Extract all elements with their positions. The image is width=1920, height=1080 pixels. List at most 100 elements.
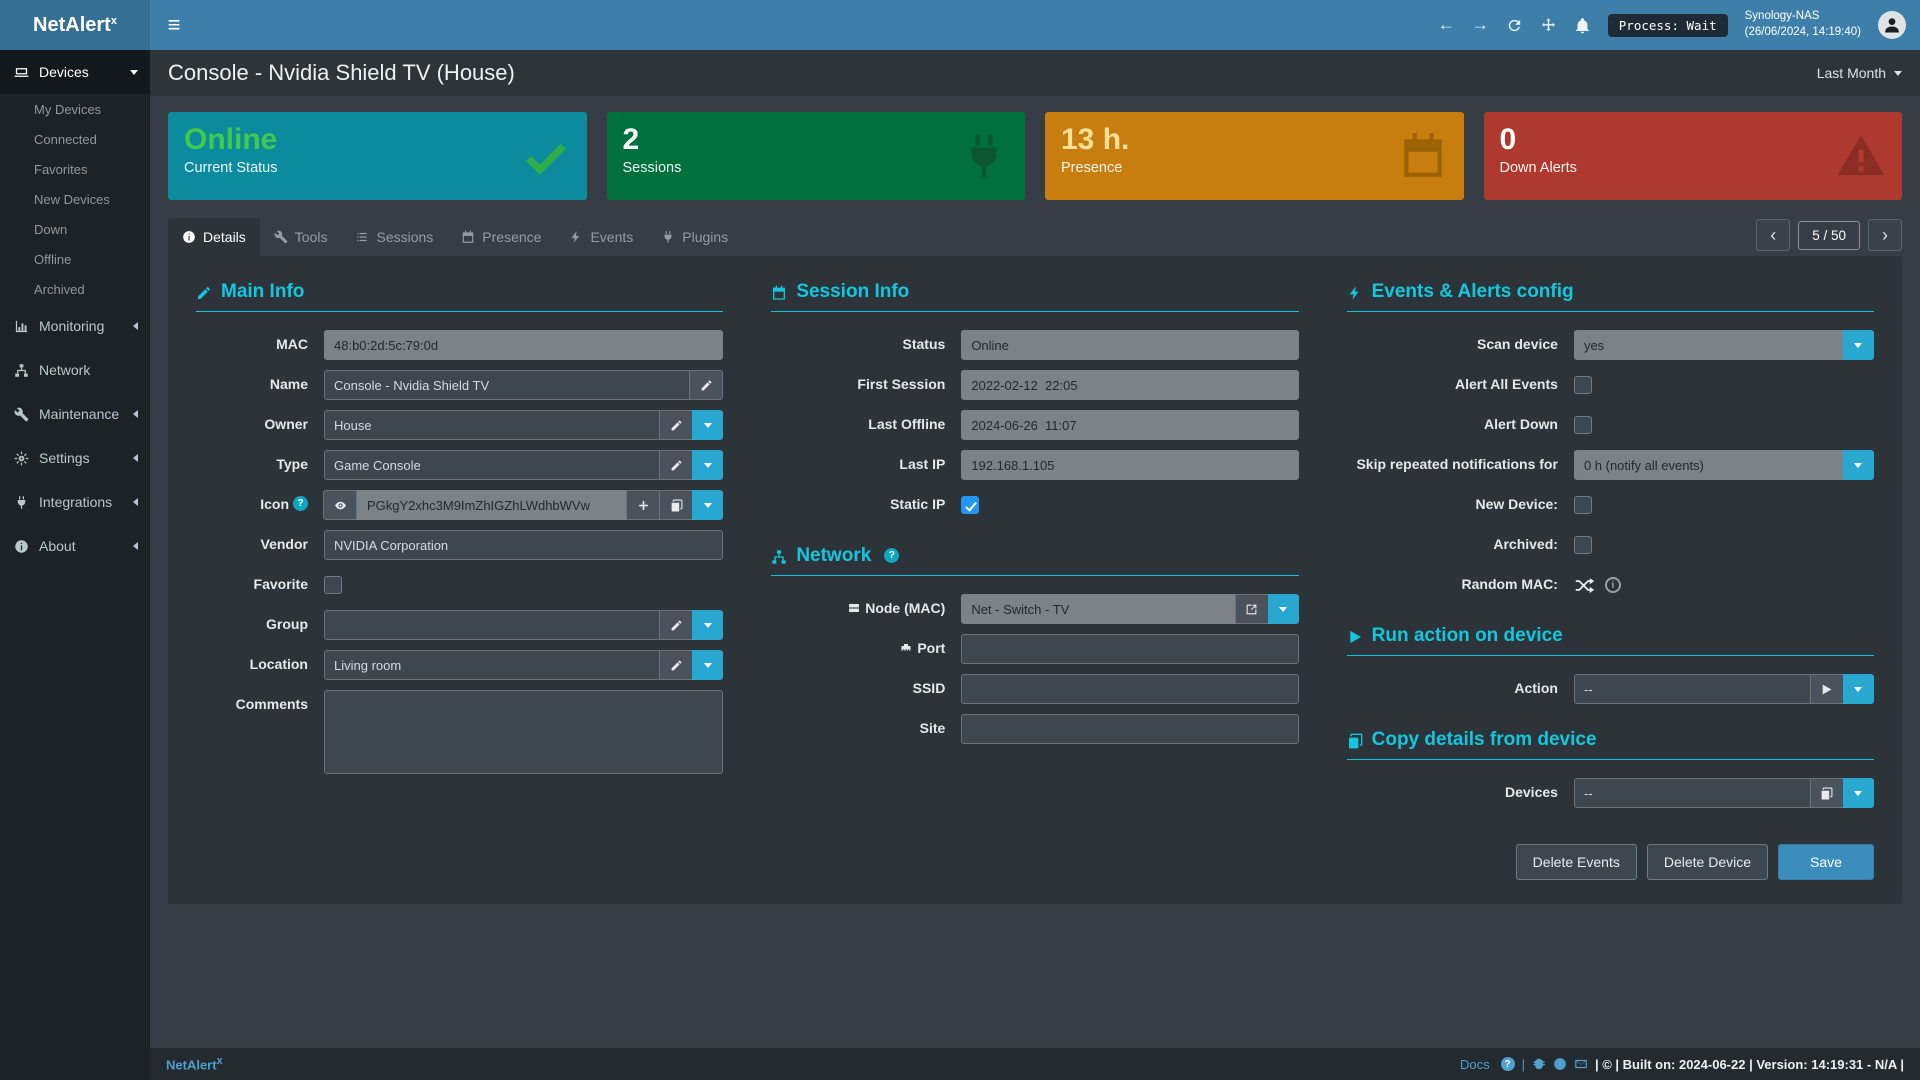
tab-tools[interactable]: Tools	[260, 218, 342, 256]
edit-name-button[interactable]	[689, 370, 724, 400]
node-mac-field[interactable]	[961, 594, 1236, 624]
edit-location-button[interactable]	[659, 650, 694, 680]
ssid-field[interactable]	[961, 674, 1299, 704]
node-dropdown-button[interactable]	[1267, 594, 1299, 624]
period-selector[interactable]: Last Month	[1817, 65, 1902, 81]
move-icon[interactable]	[1540, 17, 1557, 34]
sidebar-item-connected[interactable]: Connected	[0, 124, 150, 154]
icon-code-field[interactable]	[357, 490, 628, 520]
section-title: Run action on device	[1371, 625, 1563, 646]
delete-events-button[interactable]: Delete Events	[1515, 844, 1637, 880]
back-icon[interactable]: ←	[1437, 15, 1455, 34]
icon-dropdown-button[interactable]	[692, 490, 724, 520]
scan-device-dropdown-button[interactable]	[1842, 330, 1874, 360]
open-node-button[interactable]	[1234, 594, 1269, 624]
sidebar-item-network[interactable]: Network	[0, 348, 150, 392]
skip-notifications-field[interactable]	[1573, 450, 1844, 480]
question-icon[interactable]: ?	[1500, 1057, 1515, 1071]
site-label: Site	[919, 720, 946, 737]
comments-field[interactable]	[324, 690, 724, 774]
scan-device-field[interactable]	[1573, 330, 1844, 360]
mac-field	[324, 330, 724, 360]
field-row-last-ip: Last IP	[771, 450, 1299, 480]
field-row-vendor: Vendor	[196, 530, 724, 560]
alert-all-label: Alert All Events	[1454, 376, 1558, 393]
sidebar-item-new-devices[interactable]: New Devices	[0, 184, 150, 214]
vendor-field[interactable]	[324, 530, 724, 560]
alert-down-checkbox[interactable]	[1573, 416, 1592, 434]
sidebar-item-devices[interactable]: Devices	[0, 50, 150, 94]
sidebar-item-down[interactable]: Down	[0, 214, 150, 244]
sidebar-item-integrations[interactable]: Integrations	[0, 480, 150, 524]
sidebar-item-maintenance[interactable]: Maintenance	[0, 392, 150, 436]
bolt-icon	[1347, 285, 1363, 301]
sidebar-item-about[interactable]: About	[0, 524, 150, 568]
copy-icon-button[interactable]	[659, 490, 694, 520]
app-logo[interactable]: NetAlert x	[0, 0, 150, 50]
footer-brand[interactable]: NetAlertx	[166, 1055, 223, 1072]
port-field[interactable]	[961, 634, 1299, 664]
add-icon-button[interactable]	[626, 490, 661, 520]
type-field[interactable]	[324, 450, 661, 480]
tab-details[interactable]: Details	[168, 218, 260, 256]
sidebar-item-archived[interactable]: Archived	[0, 274, 150, 304]
run-action-button[interactable]	[1809, 674, 1844, 704]
tab-sessions[interactable]: Sessions	[341, 218, 447, 256]
edit-group-button[interactable]	[659, 610, 694, 640]
bug-icon[interactable]	[1532, 1057, 1546, 1071]
action-field[interactable]	[1573, 674, 1811, 704]
hamburger-menu-icon[interactable]: ≡	[150, 0, 198, 50]
favorite-checkbox[interactable]	[324, 576, 342, 594]
skip-notifications-dropdown-button[interactable]	[1842, 450, 1874, 480]
sidebar-item-settings[interactable]: Settings	[0, 436, 150, 480]
group-field[interactable]	[324, 610, 661, 640]
tab-plugins[interactable]: Plugins	[647, 218, 742, 256]
copy-devices-field[interactable]	[1573, 778, 1811, 808]
pager-next-button[interactable]: ›	[1868, 219, 1902, 251]
card-value: 2	[622, 123, 640, 156]
owner-field[interactable]	[324, 410, 661, 440]
sidebar-item-my-devices[interactable]: My Devices	[0, 94, 150, 124]
copy-from-device-button[interactable]	[1809, 778, 1844, 808]
bell-icon[interactable]	[1574, 17, 1591, 34]
save-button[interactable]: Save	[1778, 844, 1874, 880]
site-field[interactable]	[961, 714, 1299, 744]
forward-icon[interactable]: →	[1471, 15, 1489, 34]
edit-owner-button[interactable]	[659, 410, 694, 440]
footer-brand-sup: x	[216, 1055, 223, 1068]
action-label: Action	[1514, 680, 1558, 697]
card-label: Current Status	[184, 160, 278, 176]
location-field[interactable]	[324, 650, 661, 680]
scan-device-label: Scan device	[1477, 336, 1558, 353]
sidebar-item-monitoring[interactable]: Monitoring	[0, 304, 150, 348]
calendar-icon	[771, 285, 787, 301]
action-dropdown-button[interactable]	[1842, 674, 1874, 704]
copy-devices-dropdown-button[interactable]	[1842, 778, 1874, 808]
footer-links: Docs ? | | © | Built on: 2024-06-22 | Ve…	[1460, 1057, 1904, 1072]
alert-all-checkbox[interactable]	[1573, 376, 1592, 394]
owner-dropdown-button[interactable]	[692, 410, 724, 440]
edit-type-button[interactable]	[659, 450, 694, 480]
refresh-icon[interactable]	[1506, 17, 1523, 34]
location-dropdown-button[interactable]	[692, 650, 724, 680]
new-device-checkbox[interactable]	[1573, 496, 1592, 514]
tab-events[interactable]: Events	[555, 218, 647, 256]
mail-icon[interactable]	[1574, 1057, 1588, 1071]
preview-icon-button[interactable]	[323, 490, 357, 520]
sidebar-item-offline[interactable]: Offline	[0, 244, 150, 274]
copy-details-heading: Copy details from device	[1346, 729, 1874, 760]
sidebar-item-favorites[interactable]: Favorites	[0, 154, 150, 184]
tab-presence[interactable]: Presence	[447, 218, 555, 256]
docs-link[interactable]: Docs	[1459, 1056, 1490, 1072]
archived-checkbox[interactable]	[1573, 536, 1592, 554]
help-icon[interactable]: ?	[293, 496, 308, 512]
delete-device-button[interactable]: Delete Device	[1646, 844, 1768, 880]
help-icon[interactable]: ?	[884, 547, 900, 563]
pager-prev-button[interactable]: ‹	[1756, 219, 1791, 251]
user-avatar[interactable]	[1878, 11, 1906, 39]
group-dropdown-button[interactable]	[692, 610, 724, 640]
static-ip-checkbox[interactable]	[961, 496, 980, 514]
name-field[interactable]	[324, 370, 691, 400]
github-icon[interactable]	[1553, 1057, 1567, 1071]
type-dropdown-button[interactable]	[692, 450, 724, 480]
